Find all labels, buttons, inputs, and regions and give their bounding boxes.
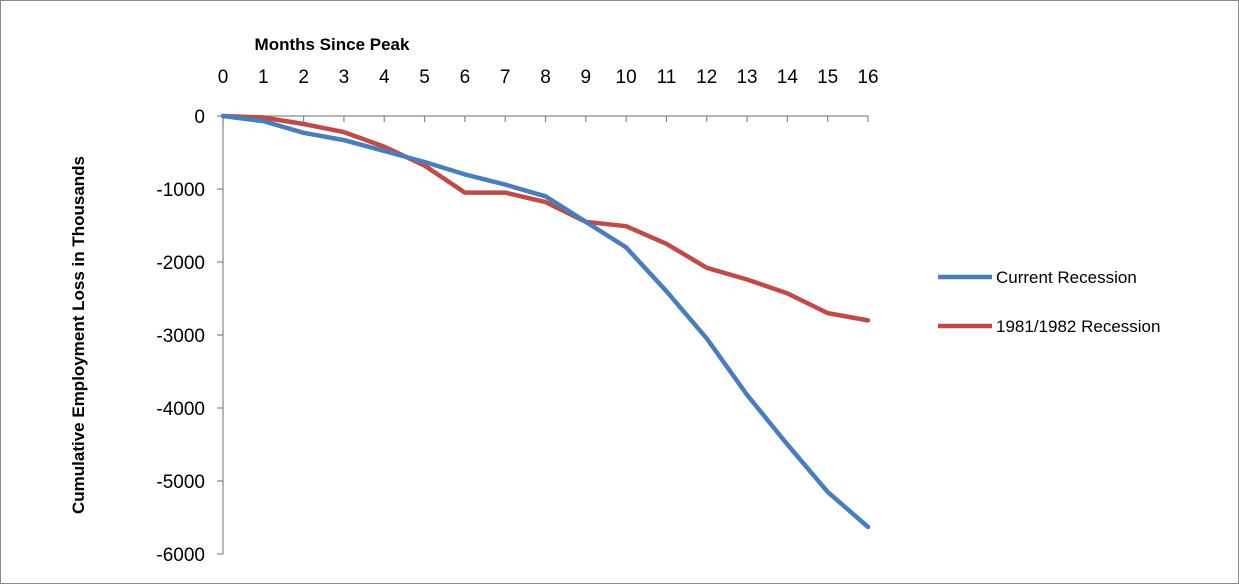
y-tick-label: -1000 (156, 180, 205, 201)
legend: Current Recession 1981/1982 Recession (938, 268, 1160, 336)
x-tick-label: 10 (616, 67, 637, 88)
x-tick-label: 6 (460, 67, 471, 88)
x-tick-label: 8 (540, 67, 551, 88)
x-tick-label: 9 (581, 67, 592, 88)
series-line-1981-1982-recession (220, 113, 871, 323)
y-tick-label: -4000 (156, 399, 205, 420)
x-tick-label: 16 (857, 67, 878, 88)
x-tick-label: 14 (777, 67, 799, 88)
x-tick-label: 1 (258, 67, 269, 88)
series-lines (220, 113, 871, 530)
y-tick-label: -3000 (156, 326, 205, 347)
x-tick-label: 13 (736, 67, 757, 88)
x-tick-label: 15 (817, 67, 838, 88)
x-tick-label: 0 (218, 67, 229, 88)
x-tick-label: 4 (379, 67, 390, 88)
y-tick-label: -6000 (156, 545, 205, 566)
x-axis-title: Months Since Peak (255, 35, 410, 54)
legend-label: Current Recession (996, 268, 1137, 287)
y-tick-label: 0 (194, 107, 205, 128)
x-tick-label: 11 (657, 67, 677, 88)
y-tick-label: -2000 (156, 253, 205, 274)
series-line-current-recession (220, 113, 871, 530)
x-tick-label: 5 (419, 67, 430, 88)
legend-label: 1981/1982 Recession (996, 317, 1160, 336)
x-tick-label: 3 (339, 67, 350, 88)
y-tick-label: -5000 (156, 472, 205, 493)
y-axis-title: Cumulative Employment Loss in Thousands (69, 156, 88, 514)
x-tick-label: 2 (298, 67, 309, 88)
x-tick-label: 7 (500, 67, 511, 88)
x-tick-label: 12 (696, 67, 717, 88)
